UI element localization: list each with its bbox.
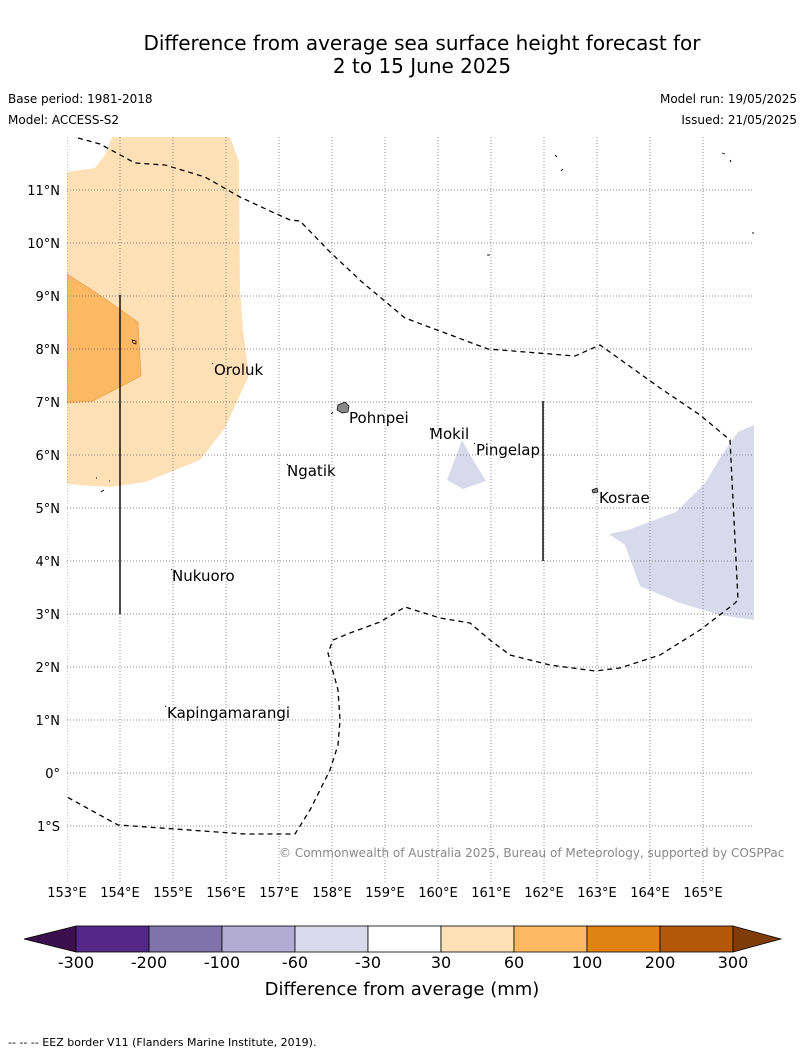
longitude-label: 158°E	[312, 886, 352, 901]
place-label-oroluk: Oroluk	[214, 361, 263, 379]
latitude-label: 0°	[45, 767, 60, 782]
eez-border	[67, 137, 739, 835]
chart-title: Difference from average sea surface heig…	[0, 32, 804, 78]
longitude-label: 160°E	[418, 886, 458, 901]
map-area	[67, 137, 754, 882]
latitude-labels: 11°N 10°N 9°N 8°N 7°N 6°N 5°N 4°N 3°N 2°N 1°N 0° 1°S	[27, 184, 60, 835]
colorbar-tick-label: -100	[204, 953, 240, 972]
title-line-2: 2 to 15 June 2025	[332, 54, 512, 78]
colorbar-bin	[659, 925, 734, 953]
latitude-label: 1°S	[37, 820, 60, 835]
map-figure: Oroluk Pohnpei Mokil Pingelap Ngatik Kos…	[23, 137, 784, 1000]
colorbar-tick-label: 30	[431, 953, 451, 972]
islands	[131, 339, 599, 494]
longitude-label: 163°E	[577, 886, 617, 901]
longitude-label: 156°E	[206, 886, 246, 901]
eez-footnote: -- -- -- EEZ border V11 (Flanders Marine…	[8, 1036, 317, 1049]
colorbar-bin	[440, 925, 515, 953]
anomaly-region-minus30-minus60mm-pingelap	[447, 440, 486, 489]
colorbar-bin	[148, 925, 223, 953]
colorbar: Difference from average (mm) -300 -200 -10…	[23, 925, 783, 1000]
colorbar-tick-label: 100	[572, 953, 603, 972]
colorbar-tick-label: 60	[504, 953, 524, 972]
place-label-nukuoro: Nukuoro	[172, 567, 235, 585]
place-label-kosrae: Kosrae	[599, 489, 650, 507]
latitude-label: 5°N	[36, 502, 61, 517]
place-label-kapingamarangi: Kapingamarangi	[167, 704, 290, 722]
colorbar-tick-label: -300	[58, 953, 94, 972]
longitude-label: 161°E	[471, 886, 511, 901]
latitude-label: 8°N	[36, 343, 61, 358]
longitude-label: 162°E	[524, 886, 564, 901]
colorbar-tick-label: -200	[131, 953, 167, 972]
latitude-label: 1°N	[36, 714, 61, 729]
latitude-label: 11°N	[27, 184, 60, 199]
anomaly-region-30-60mm	[67, 137, 249, 487]
colorbar-extend-low	[23, 925, 77, 953]
colorbar-title: Difference from average (mm)	[265, 979, 540, 1000]
longitude-labels: 153°E 154°E 155°E 156°E 157°E 158°E 159°E 160°E…	[47, 886, 723, 901]
colorbar-tick-label: -30	[355, 953, 381, 972]
kosrae-island	[591, 487, 599, 494]
longitude-label: 157°E	[259, 886, 299, 901]
latitude-label: 7°N	[36, 396, 61, 411]
longitude-label: 155°E	[153, 886, 193, 901]
longitude-label: 154°E	[100, 886, 140, 901]
place-label-mokil: Mokil	[430, 425, 469, 443]
copyright-notice: © Commonwealth of Australia 2025, Bureau…	[279, 846, 784, 860]
longitude-label: 164°E	[630, 886, 670, 901]
latitude-label: 9°N	[36, 290, 61, 305]
colorbar-bin	[586, 925, 661, 953]
latitude-label: 6°N	[36, 449, 61, 464]
place-label-pohnpei: Pohnpei	[349, 409, 409, 427]
latitude-label: 10°N	[27, 237, 60, 252]
model-run: Model run: 19/05/2025	[659, 92, 797, 106]
colorbar-bin	[367, 925, 442, 953]
colorbar-tick-label: -60	[282, 953, 308, 972]
colorbar-tick-label: 200	[645, 953, 676, 972]
anomaly-region-minus30-minus60mm-kosrae	[609, 425, 754, 620]
place-label-ngatik: Ngatik	[287, 462, 336, 480]
title-line-1: Difference from average sea surface heig…	[143, 31, 701, 55]
small-island-marks	[96, 152, 754, 708]
base-period: Base period: 1981-2018	[8, 92, 153, 106]
colorbar-bin	[513, 925, 588, 953]
anomaly-region-60-100mm	[67, 273, 142, 404]
issued-date: Issued: 21/05/2025	[681, 113, 797, 127]
colorbar-bin	[75, 925, 150, 953]
longitude-label: 159°E	[365, 886, 405, 901]
longitude-label: 165°E	[683, 886, 723, 901]
colorbar-bin	[221, 925, 296, 953]
colorbar-extend-high	[732, 925, 783, 953]
oroluk-reef	[131, 339, 137, 345]
colorbar-bin	[294, 925, 369, 953]
latitude-label: 3°N	[36, 608, 61, 623]
colorbar-tick-label: 300	[718, 953, 749, 972]
longitude-label: 153°E	[47, 886, 87, 901]
latitude-label: 4°N	[36, 555, 61, 570]
latitude-label: 2°N	[36, 661, 61, 676]
pohnpei-island	[336, 401, 350, 414]
model-name: Model: ACCESS-S2	[8, 113, 120, 127]
place-label-pingelap: Pingelap	[476, 441, 540, 459]
